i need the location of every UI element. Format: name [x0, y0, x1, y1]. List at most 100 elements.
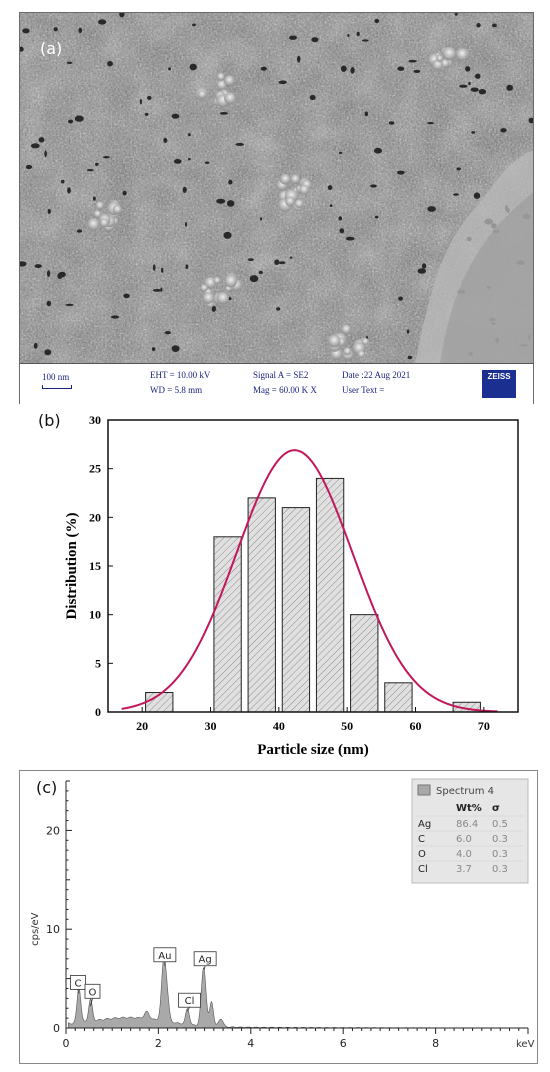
legend-cell: 0.3	[492, 864, 508, 875]
sem-pore	[47, 270, 51, 277]
sem-pore	[278, 261, 286, 265]
sem-pore	[103, 156, 110, 159]
sem-pore	[86, 169, 94, 172]
sem-pore	[119, 13, 125, 18]
sem-particle-cluster	[99, 218, 109, 228]
sem-pore	[216, 198, 226, 204]
sem-pore	[44, 150, 47, 158]
sem-pore	[25, 164, 33, 170]
sem-pore	[406, 329, 410, 334]
sem-pore	[20, 46, 24, 52]
sem-pore	[74, 115, 84, 122]
peak-tag	[84, 983, 101, 999]
legend-cell: 3.7	[456, 864, 472, 875]
sem-pore	[350, 67, 355, 74]
sem-particle-cluster	[95, 201, 105, 210]
sem-pore	[139, 98, 142, 105]
sem-pore	[163, 137, 168, 143]
sem-pore	[427, 206, 436, 212]
histogram-bar	[350, 614, 379, 713]
sem-pore	[413, 69, 421, 73]
sem-pore	[374, 147, 382, 154]
sem-pore	[171, 345, 180, 352]
sem-pore	[44, 349, 52, 356]
sem-particle-cluster	[357, 350, 366, 359]
x-tick-label: 50	[341, 719, 353, 733]
sem-pore	[76, 229, 83, 233]
legend-swatch	[417, 784, 431, 796]
sem-pore	[189, 63, 197, 71]
legend-cell: C	[418, 834, 425, 845]
y-tick-label: 30	[89, 413, 101, 427]
signal-value: Signal A = SE2	[253, 370, 309, 380]
x-tick-label: 30	[205, 719, 217, 733]
peak-label: O	[89, 987, 97, 998]
x-tick-label: 2	[155, 1037, 162, 1050]
sem-pore	[329, 204, 333, 207]
x-axis-label: Particle size (nm)	[257, 742, 369, 758]
sem-pore	[249, 275, 259, 283]
sem-pore	[192, 23, 196, 27]
sem-pore	[182, 186, 187, 193]
sem-pore	[34, 264, 42, 269]
y-axis-label: Distribution (%)	[64, 512, 80, 619]
sem-pore	[107, 61, 113, 67]
x-tick-label: 20	[136, 719, 148, 733]
sem-pore	[219, 112, 228, 115]
sem-pore	[421, 263, 427, 269]
y-tick-label: 5	[95, 656, 101, 670]
sem-particle-cluster	[216, 79, 227, 90]
legend-cell: Cl	[418, 864, 428, 875]
sem-pore	[260, 66, 267, 71]
sem-particle-cluster	[341, 324, 352, 335]
peak-tag	[153, 947, 177, 963]
sem-particle-cluster	[224, 92, 236, 105]
sem-pore	[53, 27, 58, 32]
peak-marker	[203, 965, 206, 970]
sem-pore	[185, 221, 187, 227]
legend-cell: 86.4	[456, 819, 478, 830]
sem-pore	[345, 236, 355, 241]
y-tick-label: 0	[95, 705, 101, 719]
sem-pore	[152, 264, 156, 271]
sem-particle-cluster	[432, 59, 443, 71]
x-tick-label: 6	[340, 1037, 347, 1050]
sem-pore	[98, 19, 107, 25]
eht-value: EHT = 10.00 kV	[150, 370, 211, 380]
sem-particle-cluster	[343, 347, 352, 356]
x-tick-label: 40	[273, 719, 285, 733]
sem-pore	[340, 65, 347, 72]
sem-particle-cluster	[436, 54, 444, 62]
sem-pore	[500, 128, 507, 133]
sem-pore	[274, 259, 280, 265]
sem-pore	[417, 268, 427, 274]
sem-pore	[123, 293, 130, 299]
sem-pore	[211, 305, 216, 312]
sem-particle-cluster	[204, 276, 217, 289]
sem-pore	[188, 157, 191, 161]
histogram-bar	[315, 477, 345, 713]
sem-image-svg	[20, 13, 533, 363]
sem-pore	[468, 81, 471, 86]
sem-pore	[276, 307, 281, 311]
sem-pore	[151, 347, 156, 351]
sem-pore	[57, 272, 63, 279]
x-tick-label: 4	[247, 1037, 254, 1050]
sem-pore	[370, 184, 377, 188]
sem-micrograph	[20, 13, 533, 363]
sem-pore	[454, 13, 458, 16]
sem-pore	[528, 117, 533, 124]
peak-marker	[187, 1007, 190, 1012]
sem-pore	[188, 133, 191, 137]
sem-pore	[47, 208, 51, 215]
sem-pore	[356, 31, 360, 37]
sem-pore	[388, 121, 395, 125]
sem-particle-cluster	[294, 199, 304, 209]
y-tick-label: 25	[89, 462, 101, 476]
zeiss-logo-text: ZEISS	[487, 372, 511, 381]
legend-cell: 0.3	[492, 849, 508, 860]
sem-pore	[338, 216, 342, 221]
sem-pore	[407, 355, 413, 360]
sem-pore	[144, 112, 149, 116]
